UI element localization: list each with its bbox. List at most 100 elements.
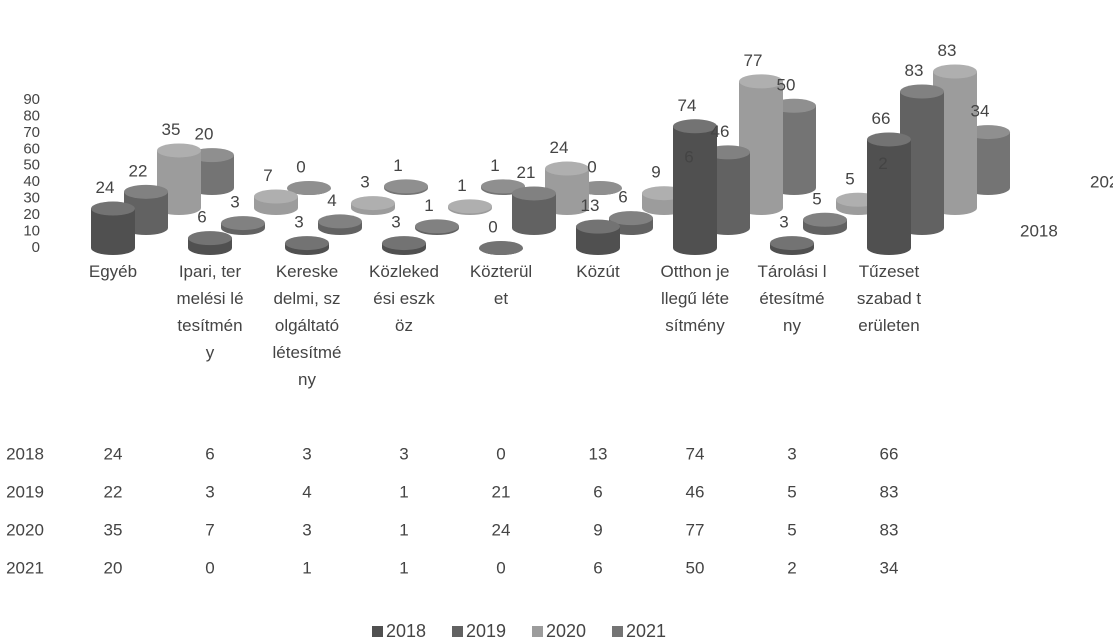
table-cell: 1 bbox=[399, 482, 408, 501]
table-cell: 24 bbox=[104, 444, 123, 463]
cylinder-top-shade bbox=[933, 64, 977, 79]
y-tick-label: 30 bbox=[23, 190, 40, 207]
cylinder-top-shade bbox=[188, 231, 232, 246]
legend-swatch bbox=[532, 626, 543, 637]
data-label: 3 bbox=[391, 213, 400, 232]
legend-swatch bbox=[452, 626, 463, 637]
category-label: Tűzeset szabad területen bbox=[856, 262, 922, 335]
category-label: Tárolási létesítmény bbox=[757, 262, 827, 335]
table-cell: 7 bbox=[205, 520, 214, 539]
cylinder bbox=[867, 139, 911, 255]
table-cell: 20 bbox=[104, 558, 123, 577]
data-label: 35 bbox=[162, 120, 181, 139]
cylinder bbox=[512, 193, 556, 235]
cylinder-top-shade bbox=[673, 119, 717, 134]
data-label: 1 bbox=[490, 156, 499, 175]
table-cell: 3 bbox=[302, 444, 311, 463]
data-label: 0 bbox=[296, 157, 305, 176]
data-label: 74 bbox=[678, 96, 697, 115]
y-tick-label: 10 bbox=[23, 223, 40, 240]
table-cell: 77 bbox=[686, 520, 705, 539]
data-label: 3 bbox=[294, 213, 303, 232]
cylinder-top-shade bbox=[157, 143, 201, 158]
table-cell: 83 bbox=[880, 520, 899, 539]
cylinder-top-shade bbox=[481, 179, 525, 194]
data-label: 50 bbox=[777, 75, 796, 94]
depth-label: 2020 bbox=[1090, 172, 1113, 191]
cylinder-top-shade bbox=[803, 212, 847, 227]
table-cell: 0 bbox=[496, 558, 505, 577]
table-cell: 5 bbox=[787, 520, 796, 539]
table-cell: 46 bbox=[686, 482, 705, 501]
table-cell: 0 bbox=[205, 558, 214, 577]
table-cell: 0 bbox=[496, 444, 505, 463]
cylinder-top-shade bbox=[770, 236, 814, 251]
table-cell: 74 bbox=[686, 444, 705, 463]
cylinder-top-shade bbox=[900, 84, 944, 99]
cylinder-top-shade bbox=[287, 181, 331, 195]
data-label: 6 bbox=[684, 148, 693, 167]
cylinder-top-shade bbox=[124, 184, 168, 199]
cylinder-top bbox=[673, 119, 717, 134]
cylinder-top-shade bbox=[867, 132, 911, 147]
table-cell: 3 bbox=[787, 444, 796, 463]
table-row-header: 2018 bbox=[6, 444, 44, 463]
table-cell: 6 bbox=[593, 558, 602, 577]
data-label: 3 bbox=[230, 193, 239, 212]
data-label: 83 bbox=[938, 41, 957, 60]
cylinder-top bbox=[384, 179, 428, 194]
data-label: 66 bbox=[872, 109, 891, 128]
data-label: 6 bbox=[197, 208, 206, 227]
cylinder-top-shade bbox=[318, 214, 362, 229]
table-cell: 83 bbox=[880, 482, 899, 501]
cylinder bbox=[91, 208, 135, 255]
data-label: 34 bbox=[971, 102, 990, 121]
data-label: 5 bbox=[812, 189, 821, 208]
table-cell: 50 bbox=[686, 558, 705, 577]
data-label: 24 bbox=[550, 138, 569, 157]
cylinder-top-shade bbox=[351, 196, 395, 211]
table-cell: 5 bbox=[787, 482, 796, 501]
table-cell: 2 bbox=[787, 558, 796, 577]
cylinder-top bbox=[576, 219, 620, 234]
cylinder-top-shade bbox=[415, 219, 459, 234]
data-label: 0 bbox=[587, 157, 596, 176]
y-tick-label: 80 bbox=[23, 107, 40, 124]
table-cell: 6 bbox=[205, 444, 214, 463]
y-tick-label: 0 bbox=[32, 239, 40, 256]
table-row-header: 2020 bbox=[6, 520, 44, 539]
table-row-header: 2021 bbox=[6, 558, 44, 577]
cylinder-top-shade bbox=[221, 216, 265, 231]
category-label: Közút bbox=[576, 262, 620, 281]
cylinder-top bbox=[285, 236, 329, 251]
cylinder-top-shade bbox=[285, 236, 329, 251]
data-label: 3 bbox=[779, 213, 788, 232]
table-cell: 1 bbox=[399, 558, 408, 577]
table-cell: 13 bbox=[589, 444, 608, 463]
cylinder-top bbox=[157, 143, 201, 158]
table-cell: 34 bbox=[880, 558, 899, 577]
legend-label: 2019 bbox=[466, 621, 506, 641]
table-cell: 21 bbox=[492, 482, 511, 501]
legend-swatch bbox=[612, 626, 623, 637]
legend-label: 2020 bbox=[546, 621, 586, 641]
table-cell: 66 bbox=[880, 444, 899, 463]
cylinder-top-shade bbox=[609, 211, 653, 226]
category-label: Közterület bbox=[469, 262, 533, 308]
table-cell: 6 bbox=[593, 482, 602, 501]
table-cell: 3 bbox=[399, 444, 408, 463]
data-label: 21 bbox=[517, 163, 536, 182]
data-label: 20 bbox=[195, 125, 214, 144]
cylinder-top-shade bbox=[91, 201, 135, 216]
cylinder-top bbox=[770, 236, 814, 251]
cylinder bbox=[673, 126, 717, 255]
y-tick-label: 70 bbox=[23, 124, 40, 141]
cylinder-top bbox=[900, 84, 944, 99]
category-label: Kereskedelmi, szolgáltató létesítmény bbox=[272, 262, 342, 389]
cylinder-top bbox=[867, 132, 911, 147]
y-tick-label: 20 bbox=[23, 206, 40, 223]
cylinder-top-shade bbox=[479, 241, 523, 255]
data-label: 24 bbox=[96, 178, 115, 197]
data-label: 5 bbox=[845, 169, 854, 188]
